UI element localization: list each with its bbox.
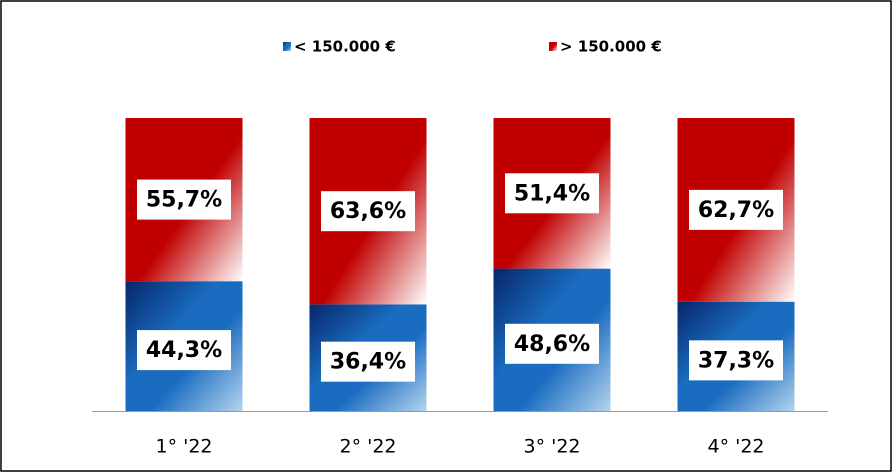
value-label-box — [689, 189, 783, 230]
value-label-box — [689, 340, 783, 381]
value-label: 62,7% — [698, 198, 774, 223]
value-label-box — [137, 179, 231, 220]
x-tick-label: 2° '22 — [339, 436, 396, 458]
x-tick-label: 1° '22 — [155, 436, 212, 458]
value-label: 36,4% — [330, 350, 406, 375]
value-label: 63,6% — [330, 199, 406, 224]
legend-label: < 150.000 € — [294, 38, 396, 56]
value-label: 55,7% — [146, 188, 222, 213]
value-label: 37,3% — [698, 348, 774, 373]
value-label: 44,3% — [146, 338, 222, 363]
value-label-box — [505, 323, 599, 364]
value-label-box — [321, 191, 415, 232]
x-tick-label: 3° '22 — [523, 436, 580, 458]
value-label: 48,6% — [514, 332, 590, 357]
value-label: 51,4% — [514, 181, 590, 206]
x-tick-label: 4° '22 — [707, 436, 764, 458]
value-label-box — [505, 173, 599, 214]
value-label-box — [137, 330, 231, 371]
value-label-box — [321, 341, 415, 382]
legend-swatch — [549, 42, 557, 51]
legend-swatch — [283, 42, 291, 51]
legend-label: > 150.000 € — [560, 38, 662, 56]
